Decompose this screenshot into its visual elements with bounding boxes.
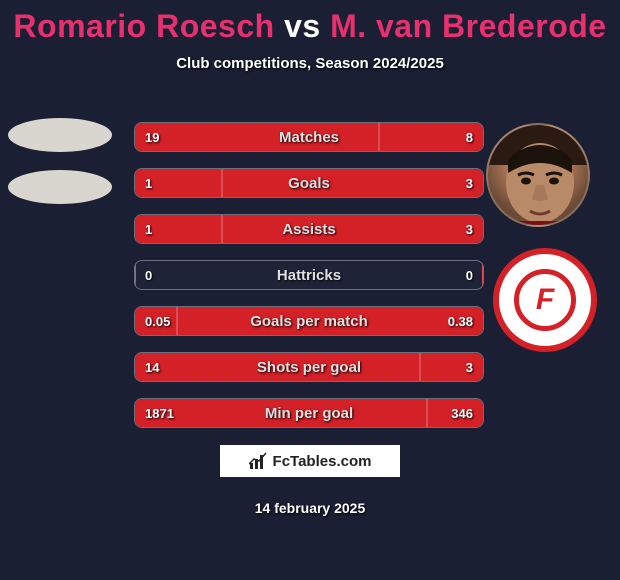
stat-label: Assists (135, 215, 483, 244)
stat-value-right: 346 (451, 399, 473, 428)
avatar-placeholder-shape (8, 118, 112, 152)
stat-row: 14Shots per goal3 (134, 352, 484, 382)
stat-label: Min per goal (135, 399, 483, 428)
page-title: Romario Roesch vs M. van Brederode (0, 0, 620, 45)
stat-label: Matches (135, 123, 483, 152)
avatar-placeholder-shape (8, 170, 112, 204)
stat-row: 1Assists3 (134, 214, 484, 244)
vs-text: vs (284, 8, 321, 44)
stat-row: 0Hattricks0 (134, 260, 484, 290)
player2-avatar (486, 123, 590, 227)
club-badge-letter: F (514, 269, 576, 331)
footer-date: 14 february 2025 (0, 500, 620, 516)
stat-row: 0.05Goals per match0.38 (134, 306, 484, 336)
subtitle: Club competitions, Season 2024/2025 (0, 55, 620, 72)
stats-bars: 19Matches8 1Goals3 1Assists3 0Hattricks0 0.0… (134, 122, 484, 444)
face-icon (488, 125, 590, 227)
brand-logo[interactable]: FcTables.com (220, 445, 400, 477)
stat-value-right: 3 (466, 169, 473, 198)
stat-row: 1Goals3 (134, 168, 484, 198)
stat-value-right: 8 (466, 123, 473, 152)
stat-label: Goals per match (135, 307, 483, 336)
player1-avatar (8, 118, 112, 204)
chart-icon (249, 452, 267, 470)
stat-label: Shots per goal (135, 353, 483, 382)
stat-value-right: 3 (466, 215, 473, 244)
stat-value-right: 0 (466, 261, 473, 290)
brand-text: FcTables.com (273, 453, 372, 470)
stat-label: Hattricks (135, 261, 483, 290)
stat-value-right: 3 (466, 353, 473, 382)
stat-row: 19Matches8 (134, 122, 484, 152)
stat-row: 1871Min per goal346 (134, 398, 484, 428)
stat-value-right: 0.38 (448, 307, 473, 336)
player1-name: Romario Roesch (13, 8, 274, 44)
stat-label: Goals (135, 169, 483, 198)
player2-name: M. van Brederode (330, 8, 607, 44)
player2-club-badge: F (493, 248, 597, 352)
